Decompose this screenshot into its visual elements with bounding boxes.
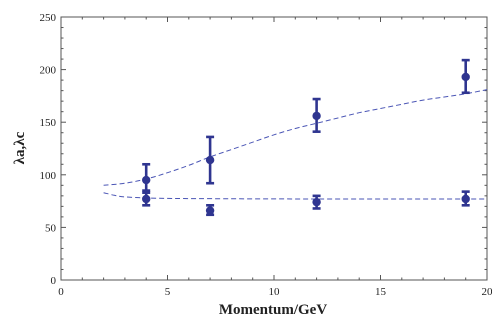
data-point (312, 111, 321, 121)
y-tick-label: 50 (45, 222, 57, 234)
data-point (142, 194, 151, 204)
x-tick-label: 10 (269, 286, 281, 298)
data-point-group (142, 162, 151, 192)
data-point-group (205, 135, 215, 185)
data-point (142, 175, 151, 185)
fit-curves (103, 89, 488, 200)
x-axis-title: Momentum/GeV (219, 302, 327, 318)
y-tick-label: 250 (40, 12, 57, 24)
x-tick-label: 15 (375, 286, 387, 298)
data-point-group (142, 191, 151, 207)
y-tick-label: 0 (51, 275, 57, 287)
y-tick-label: 150 (40, 117, 57, 129)
fit-curve-lower (103, 192, 487, 200)
plot-frame (60, 16, 488, 281)
y-tick-label: 200 (40, 65, 57, 77)
data-point (461, 72, 470, 82)
data-point (312, 197, 321, 207)
data-point-group (205, 204, 215, 217)
x-tick-label: 5 (165, 286, 171, 298)
x-tick-label: 0 (58, 286, 64, 298)
y-axis: 0 50 100 150 200 250 (40, 12, 487, 287)
data-point (461, 194, 470, 204)
x-axis: 0 5 10 15 20 (58, 17, 492, 298)
fit-curve-upper (103, 89, 488, 186)
data-point-group (312, 97, 321, 133)
data-point (205, 206, 215, 215)
data-points (142, 58, 470, 217)
data-point (205, 155, 215, 165)
plot-frame-rect (60, 16, 488, 281)
y-axis-title: λa,λc (12, 131, 28, 164)
data-point-group (461, 58, 470, 95)
data-point-group (461, 190, 470, 207)
y-tick-label: 100 (40, 170, 57, 182)
x-tick-label: 20 (482, 286, 492, 298)
data-point-group (312, 194, 321, 210)
